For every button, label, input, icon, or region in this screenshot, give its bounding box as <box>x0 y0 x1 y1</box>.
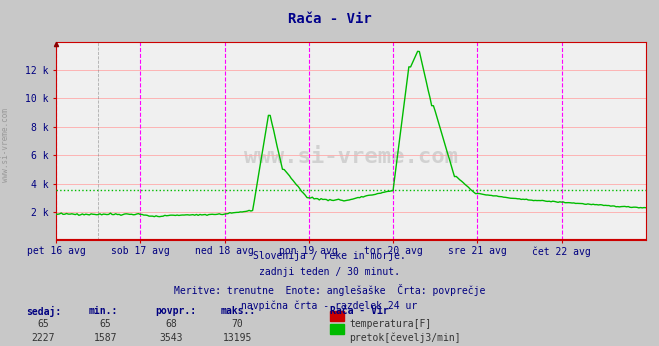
Text: 13195: 13195 <box>223 333 252 343</box>
Text: 65: 65 <box>37 319 49 329</box>
Text: povpr.:: povpr.: <box>155 306 196 316</box>
Text: Meritve: trenutne  Enote: anglešaške  Črta: povprečje: Meritve: trenutne Enote: anglešaške Črta… <box>174 284 485 296</box>
Text: 1587: 1587 <box>94 333 117 343</box>
Text: www.si-vreme.com: www.si-vreme.com <box>244 147 458 167</box>
Text: sedaj:: sedaj: <box>26 306 61 317</box>
Text: Rača - Vir: Rača - Vir <box>287 12 372 26</box>
Text: navpična črta - razdelek 24 ur: navpična črta - razdelek 24 ur <box>241 301 418 311</box>
Text: min.:: min.: <box>89 306 119 316</box>
Text: www.si-vreme.com: www.si-vreme.com <box>1 108 10 182</box>
Text: temperatura[F]: temperatura[F] <box>349 319 432 329</box>
Text: pretok[čevelj3/min]: pretok[čevelj3/min] <box>349 333 461 343</box>
Text: zadnji teden / 30 minut.: zadnji teden / 30 minut. <box>259 267 400 277</box>
Text: Rača - Vir: Rača - Vir <box>330 306 388 316</box>
Text: 70: 70 <box>231 319 243 329</box>
Text: 68: 68 <box>165 319 177 329</box>
Text: 2227: 2227 <box>31 333 55 343</box>
Text: maks.:: maks.: <box>221 306 256 316</box>
Text: 3543: 3543 <box>159 333 183 343</box>
Text: 65: 65 <box>100 319 111 329</box>
Text: Slovenija / reke in morje.: Slovenija / reke in morje. <box>253 251 406 261</box>
